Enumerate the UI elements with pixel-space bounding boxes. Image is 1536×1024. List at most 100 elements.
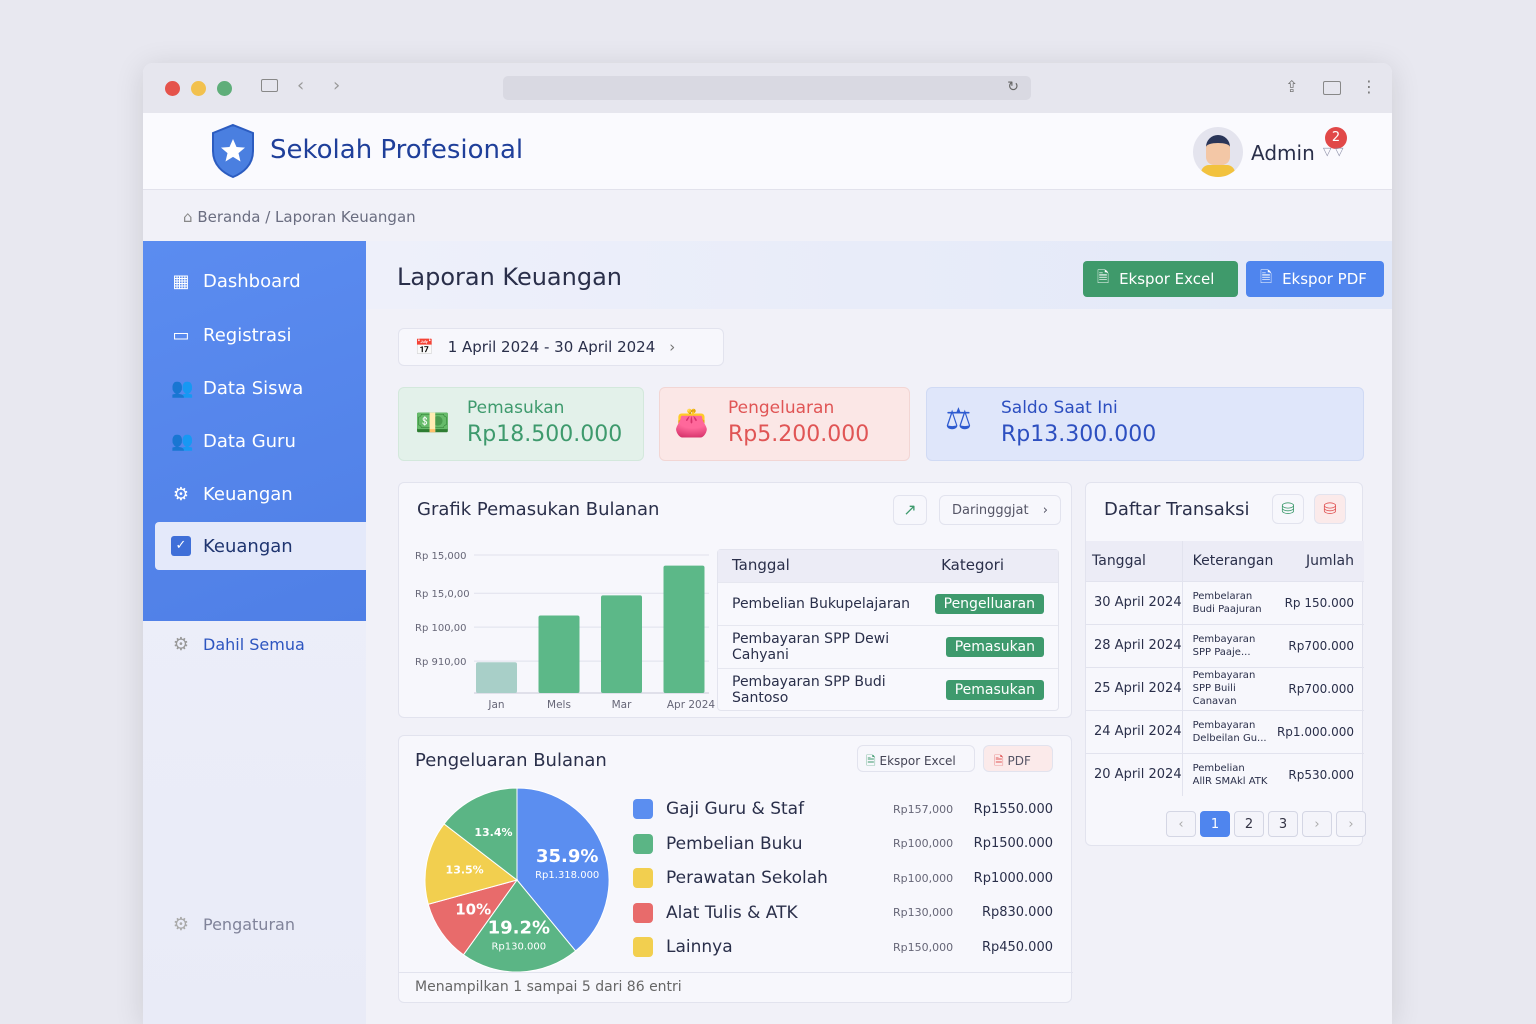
expense-filter-icon[interactable]: ⛁ [1314,494,1346,524]
tabs-icon[interactable] [1323,81,1341,95]
y-tick-label: Rp 100,00 [415,623,466,634]
legend-item: Perawatan Sekolah Rp100,000 Rp1000.000 [633,861,1053,896]
period-filter-dropdown[interactable]: Daringggjat › [939,495,1061,525]
maximize-window-button[interactable] [217,81,232,96]
user-name[interactable]: Admin [1251,141,1315,165]
bar [601,595,642,693]
expense-panel: Pengeluaran Bulanan 🗎 Ekspor Excel 🗎 PDF… [398,735,1073,1003]
check-icon: ✓ [171,536,191,556]
prev-page-button[interactable]: ‹ [1166,811,1196,837]
date-range-picker[interactable]: 📅 1 April 2024 - 30 April 2024 › [398,328,724,366]
forward-icon[interactable]: › [333,75,341,96]
wallet-icon: 👛 [674,406,709,439]
reload-icon[interactable]: ↻ [1007,79,1019,95]
chevron-down-icon[interactable]: ▽ ▽ [1323,145,1344,158]
grid-icon: ▦ [172,270,190,292]
y-tick-label: Rp 910,00 [415,657,466,668]
share-icon[interactable]: ⇪ [1285,77,1299,96]
x-tick-label: Apr 2024 [667,699,716,711]
pie-label: 13.4% [474,826,512,839]
minimize-window-button[interactable] [191,81,206,96]
app-header: Sekolah Profesional Admin 2 ▽ ▽ [143,113,1392,190]
transactions-panel: Daftar Transaksi ⛁ ⛁ Tanggal Keterangan Ju… [1085,482,1366,846]
page-2-button[interactable]: 2 [1234,811,1264,837]
pagination: ‹ 1 2 3 › › [1166,811,1366,837]
income-chart-panel: Grafik Pemasukan Bulanan ↗ Daringggjat ›… [398,482,1072,718]
pie-slice [443,787,518,882]
folder-icon: ▭ [172,324,190,346]
sidebar-item-keuangan[interactable]: ⚙ Keuangan [172,483,293,505]
more-icon[interactable]: ⋮ [1361,77,1377,96]
expense-export-excel-button[interactable]: 🗎 Ekspor Excel [857,745,975,772]
table-row[interactable]: 30 April 2024 Pembelaran Budi Paajuran Rp 1… [1086,581,1364,624]
legend-swatch [633,799,653,820]
sidebar-toggle-icon[interactable] [261,79,278,92]
shield-logo-icon [212,123,254,179]
chevron-right-icon: › [1042,503,1048,518]
notification-badge[interactable]: 2 [1325,127,1347,149]
pie-label: 19.2% [488,917,550,938]
pie-label: 10% [455,900,491,918]
sidebar-item-keuangan-active[interactable]: ✓ Keuangan [155,522,366,570]
table-row[interactable]: 28 April 2024 Pembayaran SPP Paaje... Rp700… [1086,624,1364,667]
pie-slice [516,787,610,952]
stat-income: 💵 Pemasukan Rp18.500.000 [398,387,644,461]
address-bar[interactable]: ↻ [503,76,1031,100]
table-row[interactable]: 25 April 2024 Pembayaran SPP Buili Canavan… [1086,667,1364,710]
avatar[interactable] [1193,127,1243,177]
close-window-button[interactable] [165,81,180,96]
export-excel-button[interactable]: 🗎 Ekspor Excel [1083,261,1238,297]
sidebar-item-settings[interactable]: ⚙ Pengaturan [172,913,295,935]
income-filter-icon[interactable]: ⛁ [1272,494,1304,524]
export-pdf-button[interactable]: 🗎 Ekspor PDF [1246,261,1384,297]
legend-swatch [633,833,653,854]
bar [538,615,580,693]
legend-item: Gaji Guru & Staf Rp157,000 Rp1550.000 [633,792,1053,827]
bar [476,662,517,693]
pie-label: 13.5% [446,864,484,877]
back-icon[interactable]: ‹ [297,75,305,96]
table-row[interactable]: 20 April 2024 Pembelian AllR SMAkl ATK Rp53… [1086,753,1364,796]
category-badge: Pemasukan [945,637,1044,657]
sidebar: ▦ Dashboard ▭ Registrasi 👥 Data Siswa 👥 Data… [143,241,366,1024]
expense-pie-chart: 35.9% Rp1.318.000 19.2% Rp130.000 10% 13.5% 13… [424,787,610,973]
stat-balance: ⚖ Saldo Saat Ini Rp13.300.000 [926,387,1364,461]
x-tick-label: Mar [612,699,632,711]
stat-expense: 👛 Pengeluaran Rp5.200.000 [659,387,910,461]
gear-icon: ⚙ [172,633,190,655]
users-icon: 👥 [171,430,194,452]
transactions-table: Tanggal Keterangan Jumlah 30 April 2024 Pem… [1086,541,1364,796]
pie-sublabel: Rp130.000 [491,941,546,952]
breadcrumb-home[interactable]: Beranda [197,208,261,226]
sidebar-item-data-siswa[interactable]: 👥 Data Siswa [171,377,304,399]
transactions-title: Daftar Transaksi [1104,499,1250,520]
app-name: Sekolah Profesional [270,135,524,165]
pie-sublabel: Rp1.318.000 [535,870,599,881]
scale-icon: ⚖ [945,402,972,437]
file-excel-icon: 🗎 [1097,267,1110,286]
sidebar-item-dahil-semua[interactable]: ⚙ Dahil Semua [172,633,305,655]
mini-table-row[interactable]: Pembayaran SPP Dewi Cahyani Pemasukan [718,625,1058,668]
income-bar-chart: Rp 15,000 Rp 15,0,00 Rp 100,00 Rp 910,00 Jan… [415,551,716,711]
main-content: Laporan Keuangan 🗎 Ekspor Excel 🗎 Ekspor P… [366,241,1392,1024]
page-1-button[interactable]: 1 [1200,811,1230,837]
pie-slice [462,879,577,973]
next-page-button[interactable]: › [1302,811,1332,837]
legend-swatch [633,868,653,889]
trend-icon-button[interactable]: ↗ [893,495,927,525]
legend-item: Lainnya Rp150,000 Rp450.000 [633,930,1053,965]
mini-table-row[interactable]: Pembelian Bukupelajaran Pengelluaran [718,582,1058,625]
gear-icon: ⚙ [172,913,190,935]
page-3-button[interactable]: 3 [1268,811,1298,837]
sidebar-item-data-guru[interactable]: 👥 Data Guru [171,430,296,452]
file-excel-icon: 🗎 [866,754,876,768]
expense-pdf-button[interactable]: 🗎 PDF [983,745,1053,772]
last-page-button[interactable]: › [1336,811,1366,837]
y-tick-label: Rp 15,000 [415,551,466,562]
mini-table-row[interactable]: Pembayaran SPP Budi Santoso Pemasukan [718,668,1058,711]
y-tick-label: Rp 15,0,00 [415,589,470,600]
sidebar-item-registrasi[interactable]: ▭ Registrasi [172,324,292,346]
users-icon: 👥 [171,377,194,399]
sidebar-item-dashboard[interactable]: ▦ Dashboard [172,270,301,292]
table-row[interactable]: 24 April 2024 Pembayaran Delbeilan Gu... Rp… [1086,710,1364,753]
